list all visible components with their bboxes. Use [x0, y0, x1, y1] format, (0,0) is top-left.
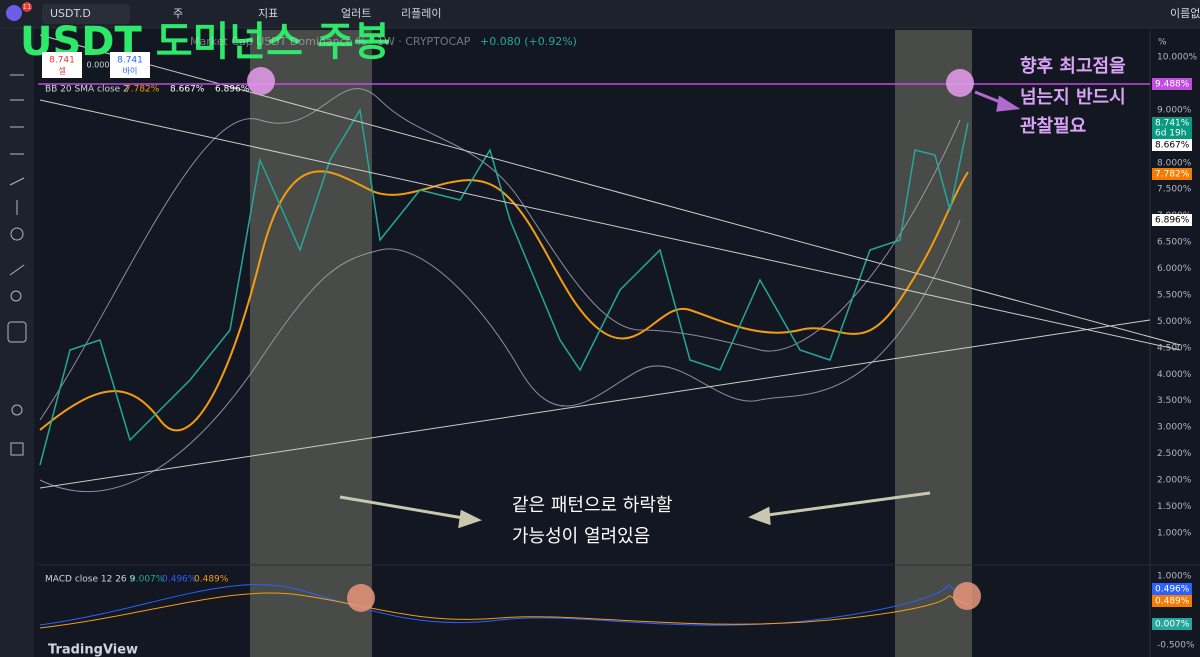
alerts[interactable]: 얼러트 [341, 6, 371, 20]
price-badge [1152, 127, 1192, 139]
price-label: 7.500% [1157, 185, 1192, 195]
macd-value: 0.489% [194, 575, 229, 585]
price-badge-text: 8.741% [1155, 119, 1190, 129]
price-badge [1152, 117, 1192, 129]
indicators[interactable]: 지표 [258, 7, 278, 20]
marker [347, 584, 375, 612]
buy-box[interactable] [110, 52, 150, 78]
price-badge-text: 8.667% [1155, 141, 1190, 151]
macd-value: 0.496% [162, 575, 197, 585]
bb-value: 7.782% [125, 85, 160, 95]
macd-label: -0.500% [1157, 641, 1195, 651]
price-badge [1152, 168, 1192, 180]
marker [946, 69, 974, 97]
price-badge-text: 7.782% [1155, 170, 1190, 180]
symbol[interactable]: USDT.D [50, 7, 91, 20]
price-badge [1152, 139, 1192, 151]
price-label: 9.000% [1157, 105, 1192, 115]
price-label: 6.500% [1157, 238, 1192, 248]
note: 가능성이 열려있음 [512, 526, 650, 547]
marker [247, 67, 275, 95]
buy-price[interactable]: 8.741 [117, 56, 143, 66]
price-label: 1.000% [1157, 528, 1192, 538]
price-label: 4.000% [1157, 370, 1192, 380]
macd-value: 0.007% [130, 575, 165, 585]
price-label: 5.000% [1157, 317, 1192, 327]
note: 향후 최고점을 [1020, 56, 1126, 77]
price-badge-text: 6.896% [1155, 216, 1190, 226]
highlight-zone [250, 30, 372, 657]
marker [953, 582, 981, 610]
macd-badge-text: 0.489% [1155, 597, 1190, 607]
symbol-box[interactable] [42, 4, 130, 24]
buy[interactable]: 바이 [123, 66, 138, 76]
price-label: 1.500% [1157, 502, 1192, 512]
note: 같은 패턴으로 하락할 [512, 495, 672, 516]
tool-icons [7, 74, 27, 456]
bb-value: 8.667% [170, 85, 205, 95]
badge-dot [22, 2, 32, 12]
price-badge [1152, 214, 1192, 226]
sell[interactable]: 셀 [58, 66, 65, 76]
macd-label: MACD close 12 26 9 [45, 575, 136, 585]
spread: 0.000 [87, 61, 110, 70]
interval[interactable]: 주 [173, 7, 183, 20]
sell-price[interactable]: 8.741 [49, 56, 75, 66]
replay[interactable]: 리플레이 [401, 7, 441, 20]
macd-label: 1.000% [1157, 572, 1192, 582]
price-label: 6.000% [1157, 264, 1192, 274]
bb-label: BB 20 SMA close 2 [45, 85, 129, 95]
axis-unit: % [1158, 38, 1167, 48]
top-bar [0, 0, 1200, 28]
price-label: 5.500% [1157, 290, 1192, 300]
sell-box[interactable] [42, 52, 82, 78]
macd-badge [1152, 595, 1192, 607]
macd-badge-text: 0.007% [1155, 620, 1190, 630]
price-label: 2.000% [1157, 476, 1192, 486]
symbol-line: Market Cap USDT Dominance % · 1W · CRYPT… [190, 35, 471, 48]
layout-name[interactable]: 이름없 [1170, 7, 1200, 20]
price-label: 8.000% [1157, 158, 1192, 168]
chart-lines [39, 34, 1181, 629]
bb-value: 6.896% [215, 85, 250, 95]
price-label: 4.500% [1157, 343, 1192, 353]
price-label: 2.500% [1157, 449, 1192, 459]
macd-badge-text: 0.496% [1155, 585, 1190, 595]
price-label: 10.000% [1157, 53, 1197, 63]
brand: TradingView [48, 643, 138, 657]
price-label: 3.500% [1157, 396, 1192, 406]
note: 넘는지 반드시 [1020, 87, 1126, 108]
avatar[interactable] [6, 5, 22, 21]
change: +0.080 (+0.92%) [480, 35, 577, 48]
macd-badge [1152, 618, 1192, 630]
price-badge [1152, 78, 1192, 90]
price-badge-text: 6d 19h [1155, 129, 1186, 139]
highlight-zone [895, 30, 972, 657]
badge: 11 [23, 3, 32, 11]
price-label: 3.000% [1157, 423, 1192, 433]
note: 관찰필요 [1020, 116, 1086, 137]
price-badge-text: 9.488% [1155, 80, 1190, 90]
macd-badge [1152, 583, 1192, 595]
arrows [339, 90, 1021, 529]
